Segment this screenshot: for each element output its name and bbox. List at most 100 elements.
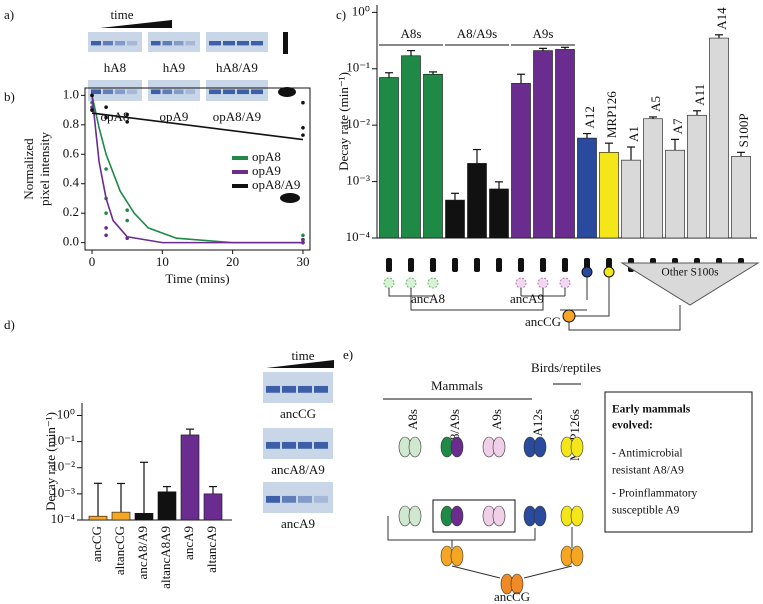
bar-label: A1 (626, 126, 641, 142)
gel-band (251, 41, 263, 46)
bar (489, 188, 509, 239)
legend-label: opA9 (252, 163, 281, 178)
gel-band (298, 385, 312, 393)
bar (467, 163, 487, 239)
bar (643, 118, 663, 239)
protein-pair (533, 436, 547, 458)
gel-band (282, 385, 296, 393)
bar-label: MRP126 (604, 91, 619, 138)
gel-band (223, 41, 235, 46)
species-icon (496, 258, 502, 272)
gel-band (314, 385, 328, 393)
note-item: susceptible A9 (612, 505, 680, 517)
ancestor-node (559, 277, 571, 289)
y-tick-label: 10⁰ (57, 406, 75, 421)
time-label: time (110, 7, 133, 22)
gel-band (185, 41, 195, 46)
y-tick-label: 10⁻⁴ (346, 229, 371, 244)
gel-band (298, 495, 312, 503)
y-tick-label: 0.6 (63, 145, 80, 160)
plot-frame (84, 87, 311, 251)
protein-pair (408, 436, 422, 458)
gel-band (266, 385, 280, 393)
gel-band (91, 89, 101, 95)
bar (180, 434, 200, 521)
species-icon (408, 258, 414, 272)
x-tick-label: ancA9 (181, 526, 196, 560)
group-label: Mammals (431, 378, 483, 393)
group-label: A8/A9s (457, 26, 497, 41)
x-tick-label: 20 (226, 254, 239, 269)
y-tick-label: 10⁻³ (51, 485, 75, 500)
x-tick-label: 10 (156, 254, 169, 269)
data-point (104, 226, 108, 230)
y-tick-label: 10⁰ (352, 3, 370, 18)
protein-pair (570, 545, 584, 567)
mrp126-node (603, 266, 615, 278)
data-point (125, 112, 129, 117)
bar (533, 50, 553, 239)
gel-band (115, 41, 125, 46)
species-icon (430, 258, 436, 272)
species-icon (562, 258, 568, 272)
protein-pair (533, 505, 547, 527)
panel-label: c) (336, 7, 346, 22)
note-item: - Antimicrobial (612, 448, 683, 460)
gel-label: opA9 (160, 109, 189, 124)
annotation: ancA8 (411, 291, 445, 306)
opossum-icon (278, 87, 296, 97)
opossum-icon (280, 193, 300, 203)
other-s100s-triangle (620, 262, 760, 306)
annotation: Other S100s (661, 267, 719, 279)
gel-band (115, 89, 125, 95)
gel-label: hA9 (163, 60, 185, 75)
species-icon (452, 258, 458, 272)
bar (687, 114, 707, 239)
panel-label: d) (4, 317, 15, 332)
x-tick-label: altancA9 (204, 526, 219, 573)
y-tick-label: 10⁻² (346, 116, 370, 131)
bar-label: A11 (692, 84, 707, 106)
gel-label: ancA9 (281, 516, 315, 531)
fit-line (91, 95, 303, 244)
legend-label: opA8 (252, 149, 281, 164)
group-label: A8s (401, 26, 422, 41)
y-axis-label: Decay rate (min⁻¹) (43, 412, 58, 511)
bar (134, 513, 154, 521)
gel-band (314, 495, 328, 503)
bar (111, 511, 131, 521)
time-label: time (291, 348, 314, 363)
gel-band (174, 89, 184, 95)
gel-band (209, 89, 221, 95)
note-title: evolved: (612, 420, 653, 432)
bar (157, 491, 177, 521)
ancestor-node (537, 277, 549, 289)
annotation: ancCG (525, 314, 561, 329)
y-tick-label: 10⁻² (51, 459, 75, 474)
tree (387, 516, 573, 548)
bar (203, 493, 223, 521)
protein-pair (408, 505, 422, 527)
gel-label: opA8/A9 (213, 109, 261, 124)
y-tick-label: 1.0 (63, 86, 79, 101)
data-point (125, 218, 129, 223)
data-point (125, 208, 129, 213)
header: Birds/reptiles (531, 360, 601, 375)
bar-label: A12 (582, 106, 597, 128)
panel-label: a) (4, 7, 14, 22)
bar (665, 149, 685, 239)
gel-band (151, 41, 161, 46)
annotation: ancA9 (510, 291, 544, 306)
bar (731, 156, 751, 239)
ancCG-node (562, 309, 576, 323)
protein-pair (510, 573, 524, 595)
time-wedge (266, 360, 334, 368)
gel-label: ancCG (280, 406, 316, 421)
tree (388, 277, 681, 331)
protein-pair (450, 545, 464, 567)
ancestor-node (405, 277, 417, 289)
bar (401, 55, 421, 239)
species-icon (474, 258, 480, 272)
gel-band (237, 89, 249, 95)
